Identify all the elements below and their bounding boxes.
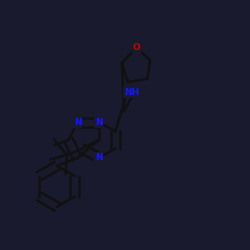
- Text: NH: NH: [124, 88, 140, 97]
- Text: O: O: [132, 43, 140, 52]
- Text: N: N: [95, 118, 102, 127]
- Text: N: N: [74, 118, 81, 127]
- Text: N: N: [95, 153, 102, 162]
